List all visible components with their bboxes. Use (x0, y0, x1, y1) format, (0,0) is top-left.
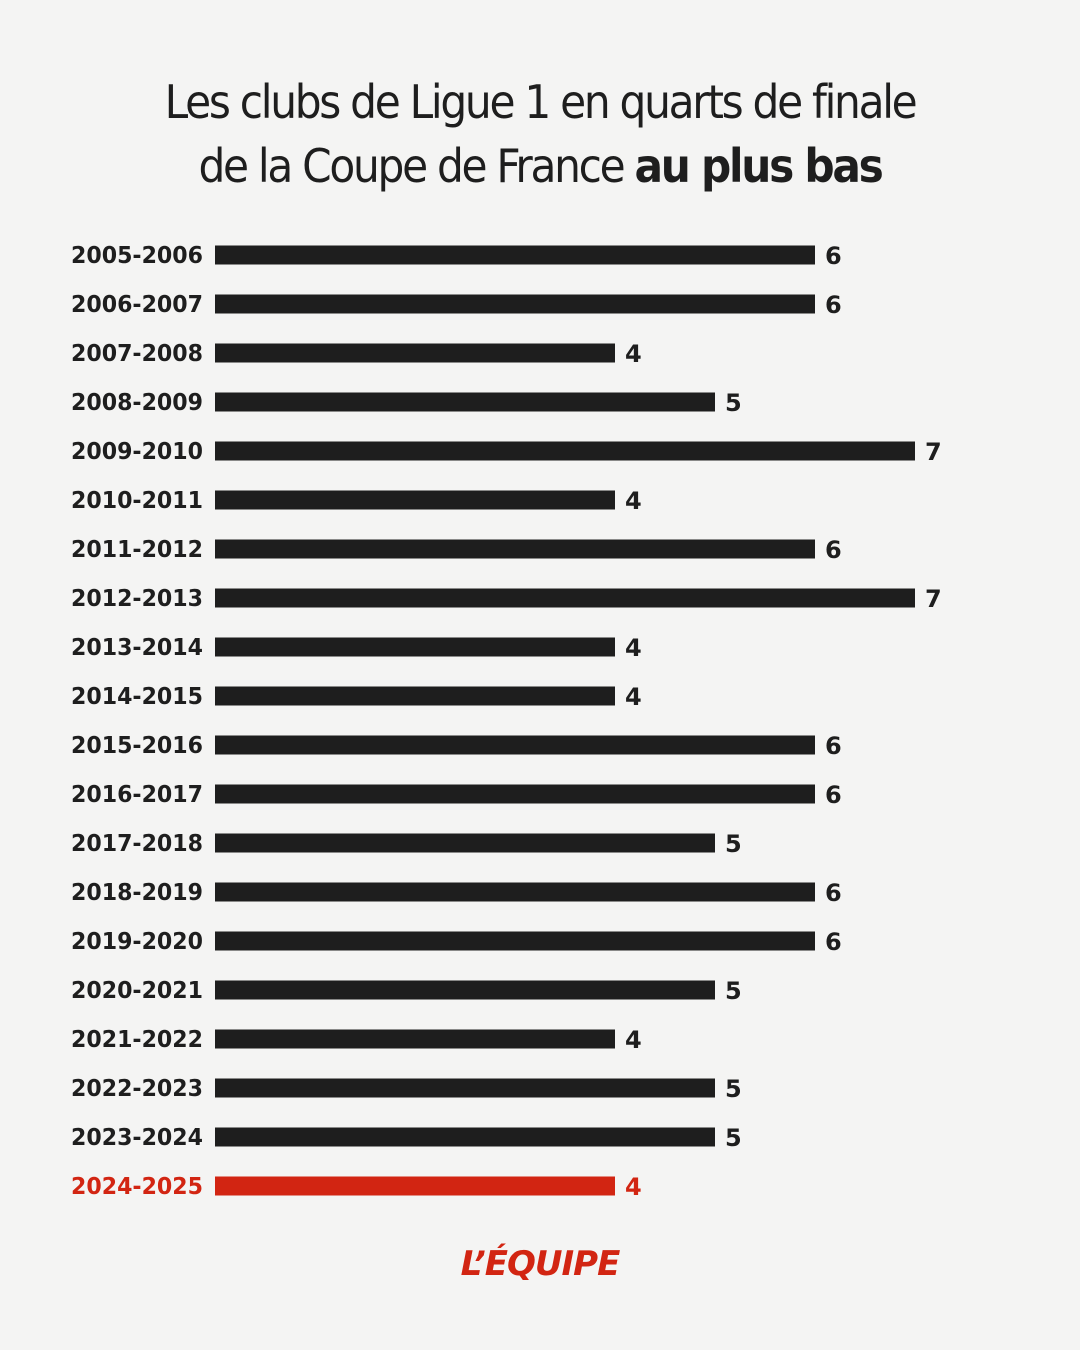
bar (215, 784, 815, 804)
value-label: 4 (625, 634, 642, 662)
chart-title: Les clubs de Ligue 1 en quarts de finale… (43, 70, 1037, 198)
category-label: 2008-2009 (71, 390, 203, 416)
bar (215, 735, 815, 755)
value-label: 7 (925, 438, 942, 466)
value-label: 5 (725, 977, 742, 1005)
bar (215, 245, 815, 265)
category-label: 2012-2013 (71, 586, 203, 612)
bar (215, 343, 615, 363)
title-line-2: de la Coupe de France au plus bas (43, 134, 1037, 198)
value-label: 6 (825, 732, 842, 760)
bar (215, 539, 815, 559)
category-label: 2013-2014 (71, 635, 203, 661)
value-label: 5 (725, 389, 742, 417)
value-label: 7 (925, 585, 942, 613)
bar (215, 833, 715, 853)
bar (215, 490, 615, 510)
category-label: 2022-2023 (71, 1076, 203, 1102)
title-line-2-normal: de la Coupe de France (198, 139, 635, 193)
value-label: 6 (825, 242, 842, 270)
category-label: 2005-2006 (71, 243, 203, 269)
title-line-2-bold: au plus bas (634, 139, 884, 193)
category-label: 2018-2019 (71, 880, 203, 906)
value-label: 5 (725, 1075, 742, 1103)
category-label: 2015-2016 (71, 733, 203, 759)
category-label: 2009-2010 (71, 439, 203, 465)
category-label: 2007-2008 (71, 341, 203, 367)
bar (215, 931, 815, 951)
value-label: 4 (625, 683, 642, 711)
value-label: 4 (625, 1173, 642, 1201)
value-label: 6 (825, 781, 842, 809)
category-label: 2020-2021 (71, 978, 203, 1004)
lequipe-logo: L’ÉQUIPE (460, 1244, 621, 1284)
bar (215, 1127, 715, 1147)
bar (215, 294, 815, 314)
value-label: 6 (825, 928, 842, 956)
bar (215, 686, 615, 706)
bar (215, 637, 615, 657)
value-label: 4 (625, 340, 642, 368)
category-label: 2017-2018 (71, 831, 203, 857)
value-label: 4 (625, 487, 642, 515)
category-label: 2006-2007 (71, 292, 203, 318)
bar (215, 392, 715, 412)
bar (215, 441, 915, 461)
category-label: 2023-2024 (71, 1125, 203, 1151)
value-label: 5 (725, 830, 742, 858)
bar (215, 588, 915, 608)
category-label: 2016-2017 (71, 782, 203, 808)
category-label: 2010-2011 (71, 488, 203, 514)
title-line-1: Les clubs de Ligue 1 en quarts de finale (164, 75, 918, 129)
category-label: 2024-2025 (71, 1174, 203, 1200)
category-label: 2021-2022 (71, 1027, 203, 1053)
category-label: 2011-2012 (71, 537, 203, 563)
bar (215, 1078, 715, 1098)
category-label: 2019-2020 (71, 929, 203, 955)
value-label: 6 (825, 879, 842, 907)
value-label: 4 (625, 1026, 642, 1054)
bar (215, 1176, 615, 1196)
value-label: 6 (825, 536, 842, 564)
bar (215, 980, 715, 1000)
bar (215, 1029, 615, 1049)
value-label: 6 (825, 291, 842, 319)
category-label: 2014-2015 (71, 684, 203, 710)
bar (215, 882, 815, 902)
value-label: 5 (725, 1124, 742, 1152)
